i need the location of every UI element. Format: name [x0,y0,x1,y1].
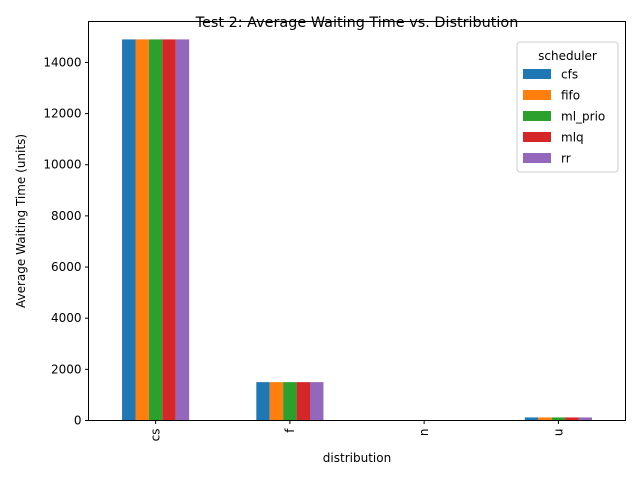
bar-u-fifo [538,417,552,421]
bar-f-ml_prio [283,382,297,421]
x-axis: cs f n u [149,420,565,442]
bar-f-rr [310,382,324,421]
legend-label-mlq: mlq [561,131,584,145]
bar-cs-rr [175,39,190,421]
legend-swatch-rr [523,153,551,163]
y-tick-label: 2000 [51,362,82,376]
x-tick-label: u [551,429,565,437]
y-tick-label: 8000 [51,209,82,223]
legend-label-fifo: fifo [561,89,580,103]
y-axis: 0 2000 4000 6000 8000 10000 12000 14000 [43,55,89,428]
legend-swatch-mlq [523,132,551,142]
chart-title: Test 2: Average Waiting Time vs. Distrib… [195,15,519,31]
bar-u-cfs [524,417,539,421]
bars-group [122,39,592,421]
legend-label-ml_prio: ml_prio [561,110,605,124]
x-tick-label: n [417,429,431,437]
y-tick-label: 10000 [43,158,81,172]
legend-label-cfs: cfs [561,68,578,82]
y-tick-label: 14000 [43,55,81,69]
legend-label-rr: rr [561,152,571,166]
x-axis-label: distribution [323,451,391,465]
bar-cs-cfs [122,39,136,421]
x-tick-label: cs [149,429,163,442]
y-tick-label: 4000 [51,311,82,325]
plot-frame [88,21,626,421]
legend-swatch-ml_prio [523,111,551,121]
legend-swatch-fifo [523,90,551,100]
bar-f-cfs [256,382,270,421]
bar-f-fifo [269,382,284,421]
x-tick-label: f [283,428,297,433]
bar-cs-ml_prio [148,39,163,421]
bar-u-mlq [565,417,579,421]
bar-cs-fifo [135,39,149,421]
legend-swatch-cfs [523,69,551,79]
bar-u-rr [578,417,592,421]
legend-title: scheduler [538,49,597,63]
y-axis-label: Average Waiting Time (units) [14,134,28,308]
y-tick-label: 6000 [51,260,82,274]
y-tick-label: 0 [74,414,82,428]
y-tick-label: 12000 [43,107,81,121]
bar-u-ml_prio [551,417,566,421]
bar-f-mlq [296,382,311,421]
bar-cs-mlq [162,39,176,421]
